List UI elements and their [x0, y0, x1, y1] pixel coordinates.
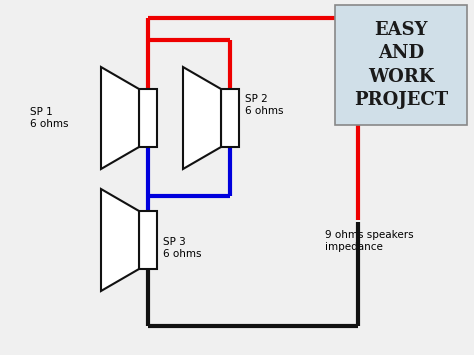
Text: SP 3
6 ohms: SP 3 6 ohms	[163, 237, 201, 259]
Text: SP 1
6 ohms: SP 1 6 ohms	[30, 107, 69, 129]
Text: 9 ohms speakers
impedance: 9 ohms speakers impedance	[325, 230, 414, 252]
Polygon shape	[101, 67, 139, 169]
Bar	[335, 5, 467, 125]
Bar	[139, 211, 157, 269]
Text: EASY
AND
WORK
PROJECT: EASY AND WORK PROJECT	[354, 21, 448, 109]
Polygon shape	[183, 67, 221, 169]
Text: SP 2
6 ohms: SP 2 6 ohms	[245, 94, 283, 116]
Bar	[221, 89, 239, 147]
Polygon shape	[101, 189, 139, 291]
Bar	[139, 89, 157, 147]
